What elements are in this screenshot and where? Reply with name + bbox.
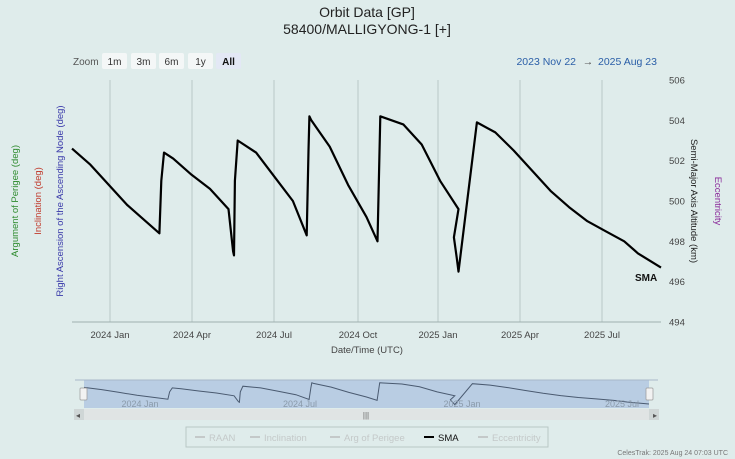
- range-from-date[interactable]: 2023 Nov 22: [516, 56, 576, 68]
- x-axis-title: Date/Time (UTC): [331, 345, 403, 356]
- legend-item-label[interactable]: RAAN: [209, 433, 236, 444]
- legend-item-label[interactable]: Eccentricity: [492, 433, 541, 444]
- navigator-handle-right[interactable]: [645, 387, 654, 401]
- navigator-tick-label: 2025 Jul: [605, 399, 639, 409]
- navigator-tick-label: 2025 Jan: [443, 399, 480, 409]
- x-tick-label: 2024 Apr: [173, 330, 211, 341]
- y-tick-label: 506: [669, 76, 685, 87]
- zoom-label: Zoom: [73, 57, 99, 68]
- axis-title-sma: Semi-Major Axis Altitude (km): [688, 139, 699, 263]
- navigator-x-ticks: 2024 Jan 2024 Jul 2025 Jan 2025 Jul: [121, 399, 639, 409]
- y-tick-label: 494: [669, 318, 685, 329]
- zoom-all-label: All: [222, 57, 235, 68]
- chart-title: Orbit Data [GP]: [319, 4, 415, 20]
- axis-title-arg-of-perigee: Argument of Perigee (deg): [10, 145, 21, 257]
- legend-item-label[interactable]: SMA: [438, 433, 459, 444]
- range-to-date[interactable]: 2025 Aug 23: [598, 56, 657, 68]
- zoom-6m-label: 6m: [165, 57, 179, 68]
- zoom-1m-button[interactable]: [102, 53, 127, 69]
- legend-item-label[interactable]: Arg of Perigee: [344, 433, 405, 444]
- x-tick-label: 2024 Jul: [256, 330, 292, 341]
- x-tick-label: 2024 Oct: [339, 330, 378, 341]
- y-tick-label: 504: [669, 116, 685, 127]
- scroll-left-arrow-icon[interactable]: ◂: [76, 411, 80, 420]
- x-axis-ticks: 2024 Jan 2024 Apr 2024 Jul 2024 Oct 2025 Jan…: [90, 330, 620, 341]
- credit-text: CelesTrak: 2025 Aug 24 07:03 UTC: [617, 450, 728, 457]
- axis-title-inclination: Inclination (deg): [33, 167, 44, 235]
- x-tick-label: 2024 Jan: [90, 330, 129, 341]
- zoom-3m-label: 3m: [137, 57, 151, 68]
- navigator-series-line: [83, 382, 650, 406]
- navigator-window[interactable]: [84, 380, 649, 408]
- scroll-right-arrow-icon[interactable]: ▸: [653, 411, 657, 420]
- zoom-1m-label: 1m: [108, 57, 122, 68]
- navigator-scrollbar-thumb[interactable]: [84, 409, 649, 420]
- y-tick-label: 500: [669, 197, 685, 208]
- legend-item-label[interactable]: Inclination: [264, 433, 307, 444]
- zoom-1y-button[interactable]: [188, 53, 213, 69]
- series-layer: [71, 115, 662, 273]
- y-axis-ticks: 494 496 498 500 502 504 506: [669, 76, 685, 329]
- navigator-handle-left[interactable]: [79, 387, 88, 401]
- y-tick-label: 496: [669, 277, 685, 288]
- plot-area: 2024 Jan 2024 Apr 2024 Jul 2024 Oct 2025 Jan…: [71, 76, 685, 341]
- x-tick-label: 2025 Apr: [501, 330, 539, 341]
- y-tick-label: 498: [669, 237, 685, 248]
- legend-box: [185, 426, 549, 448]
- navigator-tick-label: 2024 Jan: [121, 399, 158, 409]
- scrollbar-grip-icon[interactable]: |||: [363, 411, 369, 420]
- sma-series-line: [71, 115, 662, 273]
- zoom-all-button[interactable]: [216, 53, 241, 69]
- zoom-1y-label: 1y: [195, 57, 206, 68]
- series-end-label: SMA: [635, 273, 657, 284]
- navigator[interactable]: 2024 Jan 2024 Jul 2025 Jan 2025 Jul ◂ ▸ |||: [74, 379, 659, 420]
- x-tick-label: 2025 Jan: [418, 330, 457, 341]
- chart-subtitle: 58400/MALLIGYONG-1 [+]: [283, 21, 451, 37]
- gridlines: [109, 80, 603, 322]
- range-arrow: →: [583, 56, 594, 68]
- axis-title-raan: Right Ascension of the Ascending Node (d…: [55, 105, 66, 296]
- y-tick-label: 502: [669, 156, 685, 167]
- axis-title-eccentricity: Eccentricity: [712, 177, 723, 226]
- legend: RAAN Inclination Arg of Perigee SMA Eccentri…: [185, 426, 549, 448]
- x-tick-label: 2025 Jul: [584, 330, 620, 341]
- navigator-tick-label: 2024 Jul: [283, 399, 317, 409]
- zoom-6m-button[interactable]: [159, 53, 184, 69]
- zoom-buttons: 1m 3m 6m 1y All: [102, 53, 241, 69]
- zoom-3m-button[interactable]: [131, 53, 156, 69]
